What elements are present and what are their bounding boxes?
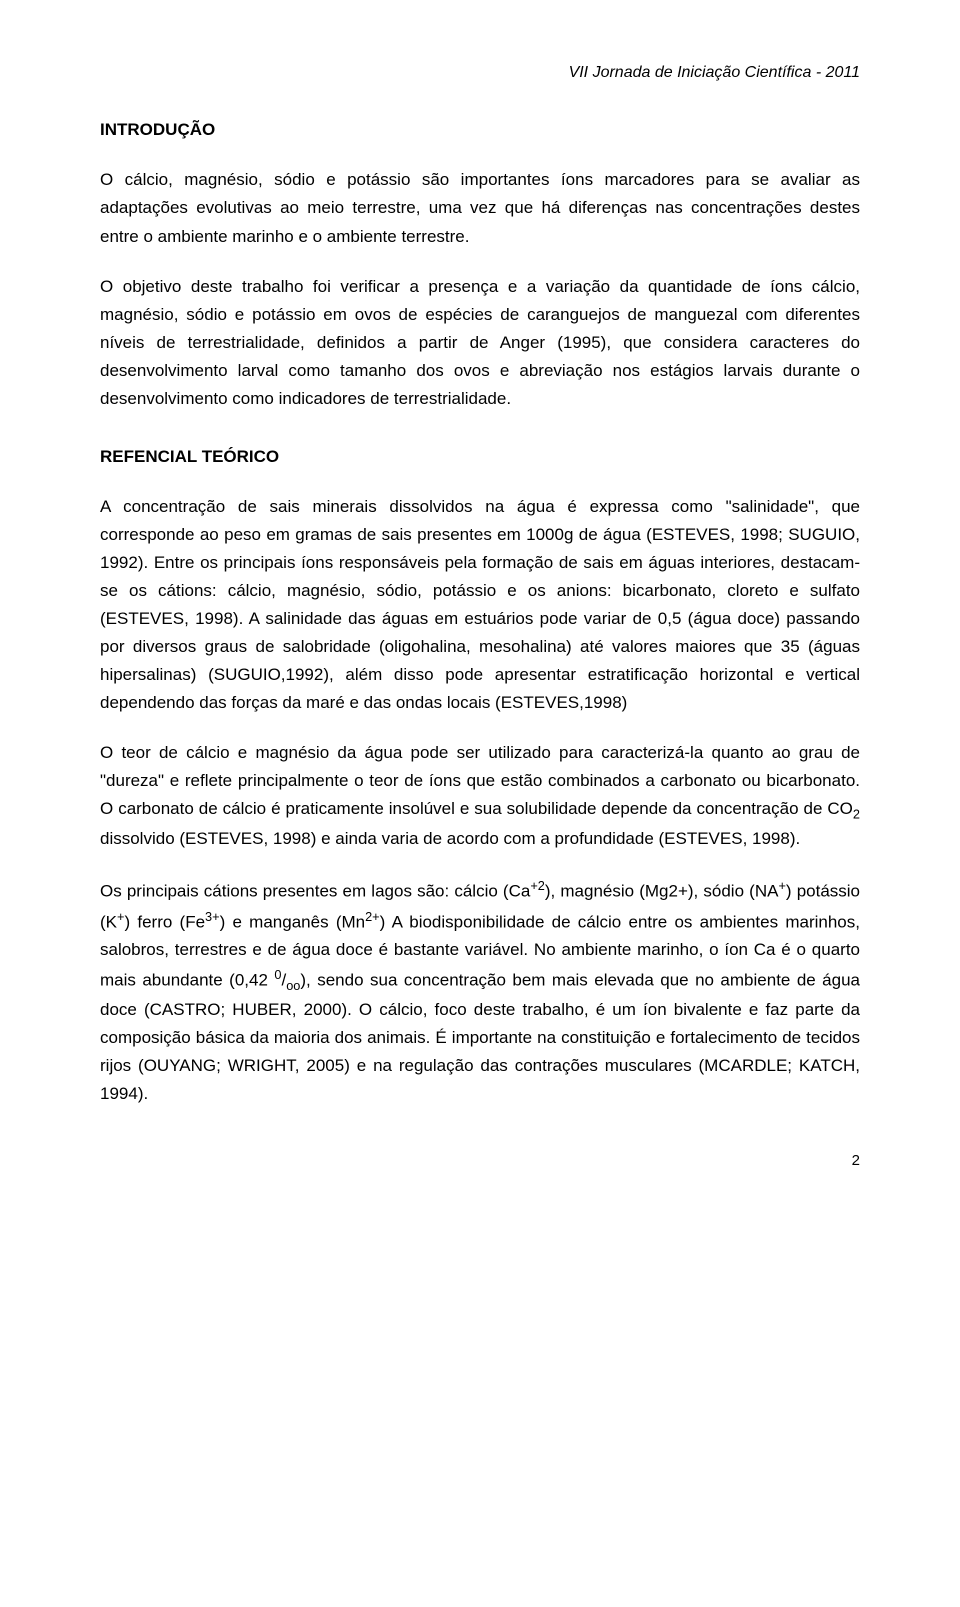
text-span: ) e manganês (Mn: [220, 912, 366, 931]
ref-paragraph-3: Os principais cátions presentes em lagos…: [100, 875, 860, 1109]
subscript: oo: [286, 978, 300, 993]
text-span: ), sendo sua concentração bem mais eleva…: [100, 971, 860, 1104]
running-header: VII Jornada de Iniciação Científica - 20…: [100, 60, 860, 86]
superscript: +2: [530, 878, 545, 893]
subscript: 2: [853, 807, 860, 822]
text-span: ), magnésio (Mg2+), sódio (NA: [545, 881, 779, 900]
ref-paragraph-2: O teor de cálcio e magnésio da água pode…: [100, 739, 860, 853]
superscript: 3+: [205, 909, 220, 924]
text-span: O teor de cálcio e magnésio da água pode…: [100, 743, 860, 818]
ref-paragraph-1: A concentração de sais minerais dissolvi…: [100, 493, 860, 717]
text-span: dissolvido (ESTEVES, 1998) e ainda varia…: [100, 829, 800, 848]
text-span: Os principais cátions presentes em lagos…: [100, 881, 530, 900]
intro-paragraph-1: O cálcio, magnésio, sódio e potássio são…: [100, 166, 860, 250]
section-title-referencial: REFENCIAL TEÓRICO: [100, 443, 860, 471]
intro-paragraph-2: O objetivo deste trabalho foi verificar …: [100, 273, 860, 413]
section-title-introducao: INTRODUÇÃO: [100, 116, 860, 144]
superscript: 2+: [365, 909, 380, 924]
text-span: ) ferro (Fe: [124, 912, 205, 931]
superscript: +: [778, 878, 785, 893]
page-number: 2: [100, 1149, 860, 1174]
